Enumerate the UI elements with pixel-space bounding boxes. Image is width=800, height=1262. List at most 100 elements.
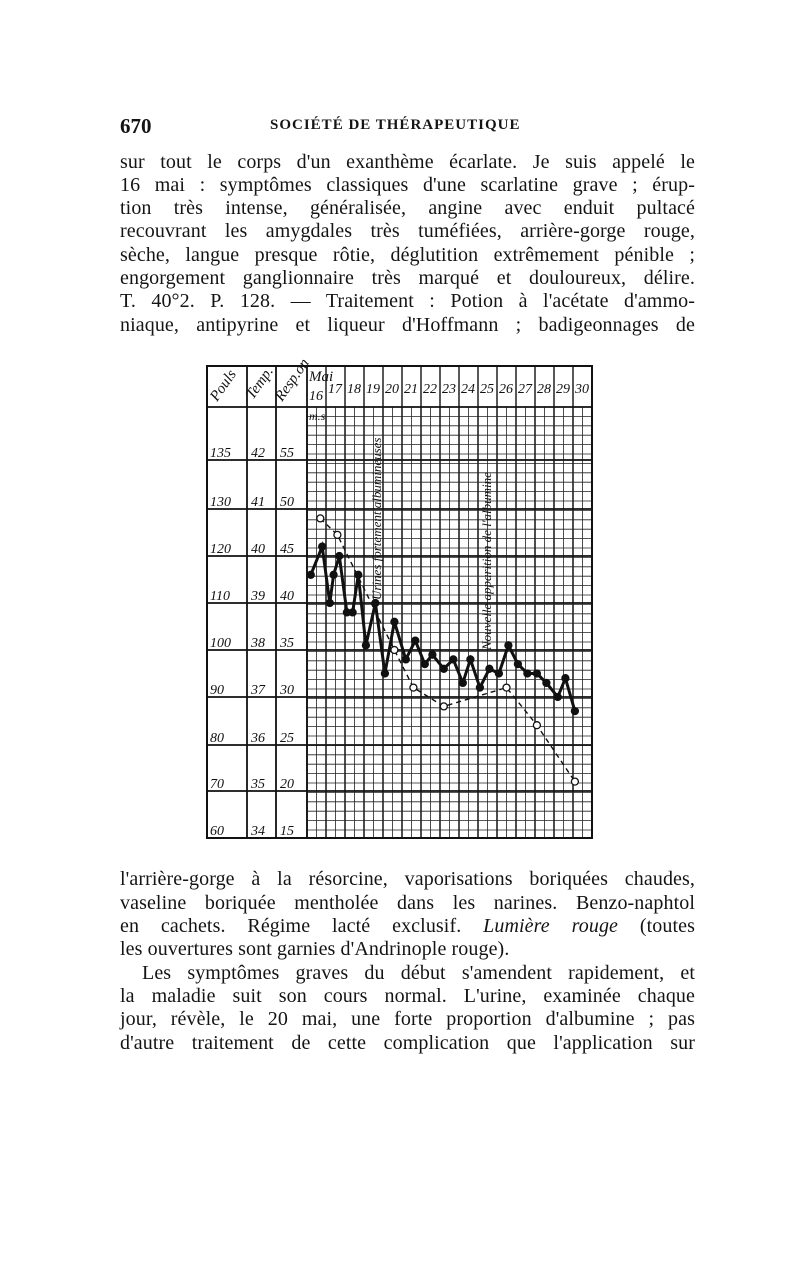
- annotations: Urines fortement albumineuses Nouvelle ap…: [369, 438, 494, 651]
- header-temp: Temp.: [243, 364, 277, 402]
- italic-term: Lumière rouge: [483, 915, 619, 937]
- temp-tick-label: 38: [250, 636, 265, 651]
- running-title: SOCIÉTÉ DE THÉRAPEUTIQUE: [270, 117, 521, 133]
- temp-tick-label: 40: [251, 542, 265, 557]
- pouls-tick-label: 120: [210, 542, 231, 557]
- temp-tick-label: 39: [250, 589, 265, 604]
- data-point: [428, 650, 437, 659]
- pouls-tick-label: 60: [210, 824, 224, 839]
- annotation-label: Nouvelle apparition de l'albumine: [479, 472, 494, 651]
- day-label: 18: [347, 382, 361, 397]
- temp-tick-label: 36: [250, 731, 265, 746]
- day-label: 30: [574, 382, 589, 397]
- text-segment: en cachets. Régime lacté exclusif.: [120, 915, 484, 937]
- pouls-tick-label: 70: [210, 777, 224, 792]
- day-label: 22: [423, 382, 437, 397]
- text-line: jour, révèle, le 20 mai, une forte propo…: [120, 1008, 695, 1030]
- data-point: [502, 683, 511, 692]
- resp-tick-label: 35: [279, 636, 294, 651]
- pouls-tick-label: 110: [210, 589, 230, 604]
- dashed-series-line: [319, 517, 576, 782]
- day-label: 20: [385, 382, 399, 397]
- text-line: sur tout le corps d'un exanthème écarlat…: [120, 151, 695, 173]
- day-label: 16: [309, 389, 323, 404]
- resp-tick-label: 30: [279, 683, 294, 698]
- data-point: [325, 598, 334, 608]
- series: [306, 514, 580, 786]
- data-point: [316, 514, 325, 523]
- data-point: [466, 655, 475, 664]
- data-point: [348, 608, 357, 617]
- day-label: 24: [461, 382, 475, 397]
- day-label: 27: [518, 382, 533, 397]
- temp-tick-label: 41: [251, 495, 265, 510]
- resp-tick-label: 50: [280, 495, 294, 510]
- text-line: 16 mai : symptômes classiques d'une scar…: [120, 174, 695, 196]
- data-point: [570, 706, 580, 716]
- resp-tick-label: 55: [280, 446, 294, 461]
- pouls-tick-label: 100: [210, 636, 231, 651]
- resp-tick-label: 25: [280, 731, 294, 746]
- day-labels: 16 17 18 19 20 21 22 23 24 25 26 27 28 29 30: [309, 382, 589, 404]
- data-point: [411, 636, 420, 645]
- data-point: [561, 674, 570, 683]
- data-point: [542, 678, 551, 688]
- text-line: T. 40°2. P. 128. — Traitement : Potion à…: [120, 290, 695, 312]
- row-labels: 135 42 55 130 41 50 120 40 45 110 39 40 100 38 35 90 37 3…: [210, 446, 294, 839]
- month-label: Mai: [308, 369, 333, 385]
- text-line: sèche, langue presque rôtie, déglutition…: [120, 244, 695, 266]
- data-point: [553, 692, 562, 702]
- temp-tick-label: 34: [250, 824, 265, 839]
- data-point: [449, 655, 458, 664]
- pouls-tick-label: 80: [210, 731, 224, 746]
- text-line: la maladie suit son cours normal. L'urin…: [120, 985, 695, 1007]
- pouls-tick-label: 130: [210, 495, 231, 510]
- resp-tick-label: 45: [280, 542, 294, 557]
- day-label: 25: [480, 382, 494, 397]
- text-line: l'arrière-gorge à la résorcine, vaporisa…: [120, 868, 695, 890]
- data-point: [523, 669, 532, 678]
- day-label: 17: [328, 382, 343, 397]
- day-label: 19: [366, 382, 380, 397]
- data-point: [570, 777, 580, 786]
- chart-grid: [306, 407, 593, 838]
- data-point: [401, 655, 410, 664]
- data-point: [458, 678, 467, 688]
- data-point: [335, 551, 344, 561]
- data-point: [513, 659, 523, 669]
- text-line: engorgement ganglionnaire très marqué et…: [120, 267, 695, 289]
- text-line: les ouvertures sont garnies d'Andrinople…: [120, 938, 510, 960]
- data-point: [390, 617, 399, 626]
- temp-tick-label: 37: [250, 683, 266, 698]
- text-line: vaseline boriquée mentholée dans les nar…: [120, 892, 695, 914]
- data-point: [532, 669, 542, 678]
- annotation-label: Urines fortement albumineuses: [369, 438, 384, 600]
- text-line: recouvrant les amygdales très tuméfiées,…: [120, 220, 695, 242]
- data-point: [333, 530, 342, 539]
- pouls-tick-label: 90: [210, 683, 224, 698]
- day-label: 23: [442, 382, 456, 397]
- data-point: [420, 659, 429, 669]
- data-point: [306, 570, 315, 579]
- text-line: Les symptômes graves du début s'amendent…: [142, 962, 695, 984]
- data-point: [532, 721, 542, 730]
- text-line: tion très intense, généralisée, angine a…: [120, 197, 695, 219]
- temp-tick-label: 42: [251, 446, 265, 461]
- data-point: [504, 641, 513, 650]
- chart-border: [206, 365, 593, 839]
- resp-tick-label: 40: [280, 589, 294, 604]
- data-point: [409, 683, 418, 692]
- day-label: 29: [556, 382, 570, 397]
- data-point: [485, 664, 494, 673]
- data-point: [318, 542, 327, 551]
- pouls-tick-label: 135: [210, 446, 231, 461]
- data-point: [439, 664, 448, 673]
- day-label: 28: [537, 382, 551, 397]
- day-label: 21: [404, 382, 418, 397]
- data-point: [475, 683, 485, 692]
- chart-frame: [206, 365, 593, 839]
- page-number: 670: [120, 114, 152, 138]
- resp-tick-label: 20: [280, 777, 294, 792]
- data-point: [380, 669, 390, 678]
